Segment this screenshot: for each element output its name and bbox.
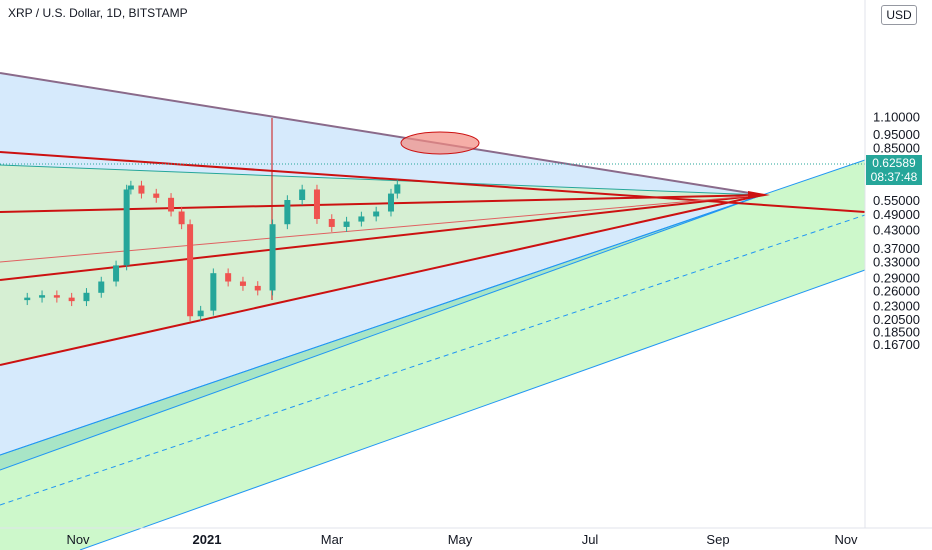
chart-title: XRP / U.S. Dollar, 1D, BITSTAMP <box>8 6 188 20</box>
candle <box>343 221 350 227</box>
x-tick-label: Nov <box>66 532 90 547</box>
candle <box>284 200 291 225</box>
y-tick-label: 0.95000 <box>873 127 920 142</box>
candle <box>68 297 75 302</box>
red-trend-line-1[interactable] <box>0 151 866 213</box>
candle <box>299 189 306 200</box>
candle <box>98 281 105 293</box>
channel-mid-line[interactable] <box>0 214 866 506</box>
candle <box>313 189 320 219</box>
currency-selector[interactable]: USD <box>881 5 917 25</box>
y-tick-label: 0.26000 <box>873 283 920 298</box>
x-tick-label: Sep <box>706 532 729 547</box>
apex-arrow <box>748 191 770 199</box>
y-tick-label: 0.16700 <box>873 337 920 352</box>
y-tick-label: 0.43000 <box>873 223 920 238</box>
red-trend-line-4[interactable] <box>0 194 763 366</box>
candle <box>53 295 60 298</box>
candle <box>178 211 185 225</box>
candle <box>239 281 246 286</box>
y-tick-label: 0.23000 <box>873 298 920 313</box>
candle <box>387 193 394 212</box>
y-tick-label: 0.18500 <box>873 325 920 340</box>
candle <box>83 292 90 302</box>
x-tick-label: Jul <box>582 532 599 547</box>
x-tick-label: Mar <box>321 532 344 547</box>
candle <box>39 295 46 298</box>
y-tick-label: 0.29000 <box>873 270 920 285</box>
x-tick-label: Nov <box>834 532 858 547</box>
y-tick-label: 0.33000 <box>873 255 920 270</box>
channel-top-line[interactable] <box>0 159 866 456</box>
upper-resistance-line[interactable] <box>0 72 763 196</box>
bar-countdown: 08:37:48 <box>870 170 918 184</box>
last-price-tag: 0.62589 08:37:48 <box>866 155 922 185</box>
candle <box>225 273 232 282</box>
candle <box>358 216 365 222</box>
y-tick-label: 1.10000 <box>873 109 920 124</box>
lower-support-line-2[interactable] <box>0 194 763 471</box>
y-tick-label: 0.37000 <box>873 241 920 256</box>
y-tick-label: 0.49000 <box>873 207 920 222</box>
x-axis[interactable]: Nov 2021 Mar May Jul Sep Nov <box>66 532 858 547</box>
candle <box>328 218 335 227</box>
candle <box>123 189 130 266</box>
channel-bottom-line[interactable] <box>79 269 866 550</box>
teal-trend-line[interactable] <box>0 164 763 196</box>
candle <box>168 197 175 212</box>
candle <box>197 310 204 317</box>
candlestick-series <box>24 179 401 322</box>
candle <box>210 273 217 311</box>
candle <box>254 285 261 291</box>
candle <box>373 211 380 217</box>
candle <box>24 297 31 301</box>
last-price-value: 0.62589 <box>872 156 916 170</box>
candle <box>153 193 160 198</box>
y-tick-label: 0.55000 <box>873 193 920 208</box>
candle <box>187 224 194 317</box>
lower-channel-fill <box>0 160 865 550</box>
candle <box>127 185 134 190</box>
candle <box>113 265 120 282</box>
y-axis[interactable]: 1.100000.950000.850000.750000.650000.550… <box>873 109 920 352</box>
candle <box>394 184 401 194</box>
y-tick-label: 0.20500 <box>873 312 920 327</box>
x-tick-label: May <box>448 532 473 547</box>
y-tick-label: 0.85000 <box>873 140 920 155</box>
candle <box>269 224 276 291</box>
highlight-ellipse[interactable] <box>400 131 480 155</box>
candle <box>138 185 145 194</box>
x-tick-label: 2021 <box>193 532 222 547</box>
